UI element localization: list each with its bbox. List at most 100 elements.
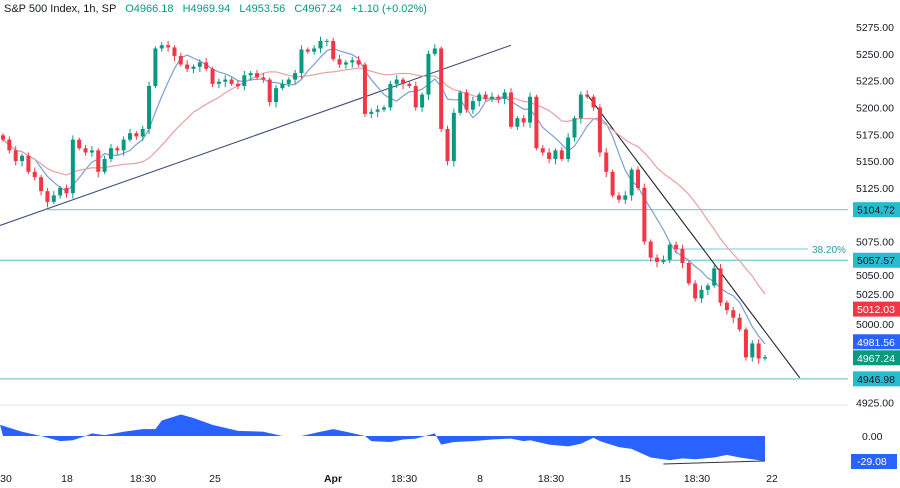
candle-down xyxy=(39,175,44,196)
oscillator-area xyxy=(0,414,765,462)
candle-body xyxy=(58,187,63,196)
candle-down xyxy=(172,45,177,62)
candle-down xyxy=(464,89,469,113)
price-tick: 5025.00 xyxy=(856,289,894,301)
time-tick: 25 xyxy=(209,473,221,485)
candle-body xyxy=(32,171,37,178)
time-tick: 18:30 xyxy=(130,473,156,485)
candle-body xyxy=(331,40,336,60)
candle-down xyxy=(655,254,660,268)
candle-body xyxy=(115,148,120,151)
candle-up xyxy=(712,265,717,288)
candle-down xyxy=(362,62,367,118)
candle-body xyxy=(559,150,564,159)
candle-body xyxy=(166,45,171,48)
horizontal-levels: 38.20% xyxy=(0,209,848,380)
price-badge-label: 4967.24 xyxy=(857,353,895,365)
candle-body xyxy=(362,64,367,114)
price-badge-badge xyxy=(853,350,900,366)
candle-body xyxy=(350,60,355,63)
candle-down xyxy=(267,77,272,107)
candle-down xyxy=(210,66,215,88)
time-tick: Apr xyxy=(324,473,342,485)
candle-down xyxy=(731,306,736,324)
candle-up xyxy=(515,116,520,130)
candle-body xyxy=(540,148,545,153)
candle-up xyxy=(299,45,304,79)
candle-body xyxy=(153,48,158,87)
candle-down xyxy=(509,88,513,129)
candle-down xyxy=(680,244,685,269)
candle-down xyxy=(356,55,361,67)
candle-body xyxy=(102,158,107,172)
candle-body xyxy=(64,187,69,194)
candle-up xyxy=(197,59,202,73)
candle-body xyxy=(140,128,145,137)
candle-body xyxy=(197,62,202,67)
candle-down xyxy=(610,169,615,198)
candle-up xyxy=(153,46,158,89)
candle-up xyxy=(394,75,399,89)
candle-up xyxy=(191,64,196,74)
candle-up xyxy=(58,185,63,199)
candle-down xyxy=(407,80,412,89)
candle-up xyxy=(528,92,533,128)
candle-down xyxy=(32,167,37,181)
price-axis-labels: 5104.72 5057.57 5012.03 4981.56 4967.24 4946.… xyxy=(853,202,900,387)
price-axis[interactable]: 5275.00 5250.00 5225.00 5200.00 5175.00 5150.… xyxy=(856,22,894,409)
candle-body xyxy=(39,177,44,192)
candle-up xyxy=(102,155,107,174)
candle-body xyxy=(521,118,526,123)
level-price-badge xyxy=(853,371,900,387)
moving-average-20 xyxy=(2,67,766,295)
candle-up xyxy=(280,79,285,91)
candle-down xyxy=(331,37,336,62)
price-tick: 5075.00 xyxy=(856,237,894,249)
price-tick: 5200.00 xyxy=(856,102,894,114)
candle-up xyxy=(553,148,558,165)
trendlines[interactable] xyxy=(0,44,801,379)
candle-body xyxy=(178,55,183,65)
candle-up xyxy=(375,105,380,118)
price-tick: 5050.00 xyxy=(856,270,894,282)
time-axis[interactable]: 30 18 18:30 25 Apr 18:30 8 18:30 15 18:30 22 xyxy=(0,473,778,485)
candle-down xyxy=(718,264,723,306)
time-tick: 18:30 xyxy=(391,473,417,485)
candle-body xyxy=(274,88,279,103)
time-tick: 22 xyxy=(766,473,778,485)
oscillator-last-value: -29.08 xyxy=(857,456,887,468)
candle-up xyxy=(318,36,323,53)
candle-up xyxy=(70,135,75,199)
candle-body xyxy=(89,150,94,153)
candle-body xyxy=(629,169,634,196)
candle-body xyxy=(693,283,698,299)
candle-up xyxy=(470,96,475,114)
candle-body xyxy=(248,73,253,76)
candle-body xyxy=(413,86,418,108)
candle-down xyxy=(229,77,234,87)
candle-down xyxy=(521,114,526,127)
candle-body xyxy=(743,329,748,358)
change-value: +1.10 (+0.02%) xyxy=(351,3,427,15)
candle-down xyxy=(648,239,653,262)
candle-down xyxy=(439,46,444,133)
oscillator-pane: 0.00 -29.08 xyxy=(0,414,897,469)
candle-up xyxy=(274,84,279,108)
candle-body xyxy=(369,111,374,114)
time-tick: 15 xyxy=(619,473,631,485)
candle-up xyxy=(763,354,767,361)
symbol-title[interactable]: S&P 500 Index, 1h, SP xyxy=(4,3,117,15)
candle-body xyxy=(426,53,431,95)
candle-body xyxy=(680,249,685,264)
candle-body xyxy=(470,101,475,110)
candle-down xyxy=(115,146,120,155)
candle-body xyxy=(147,86,152,129)
candle-up xyxy=(223,75,228,88)
candle-up xyxy=(451,108,456,167)
level-price-badge xyxy=(853,202,900,218)
candle-down xyxy=(235,80,240,90)
candle-body xyxy=(489,96,494,99)
candle-body xyxy=(394,79,399,84)
price-badge-badge xyxy=(853,301,900,317)
